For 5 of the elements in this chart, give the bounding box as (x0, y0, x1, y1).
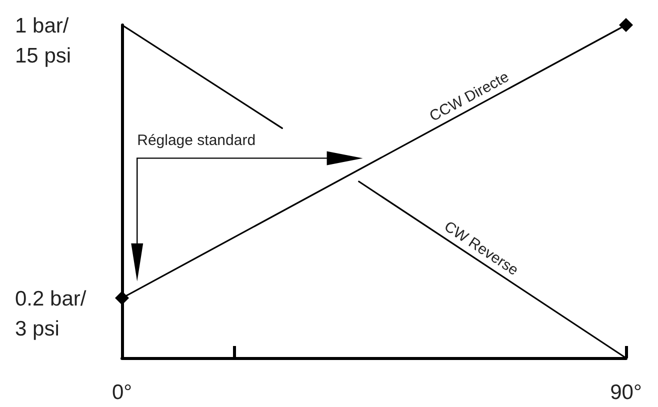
annotation: 0.2 bar/ 3 psi (15, 288, 86, 341)
annotation: 1 bar/ 15 psi (15, 14, 72, 68)
x-tick-label: 90° (610, 381, 642, 404)
x-tick-label: 0° (112, 381, 132, 404)
annotation: Réglage standard (137, 132, 256, 150)
